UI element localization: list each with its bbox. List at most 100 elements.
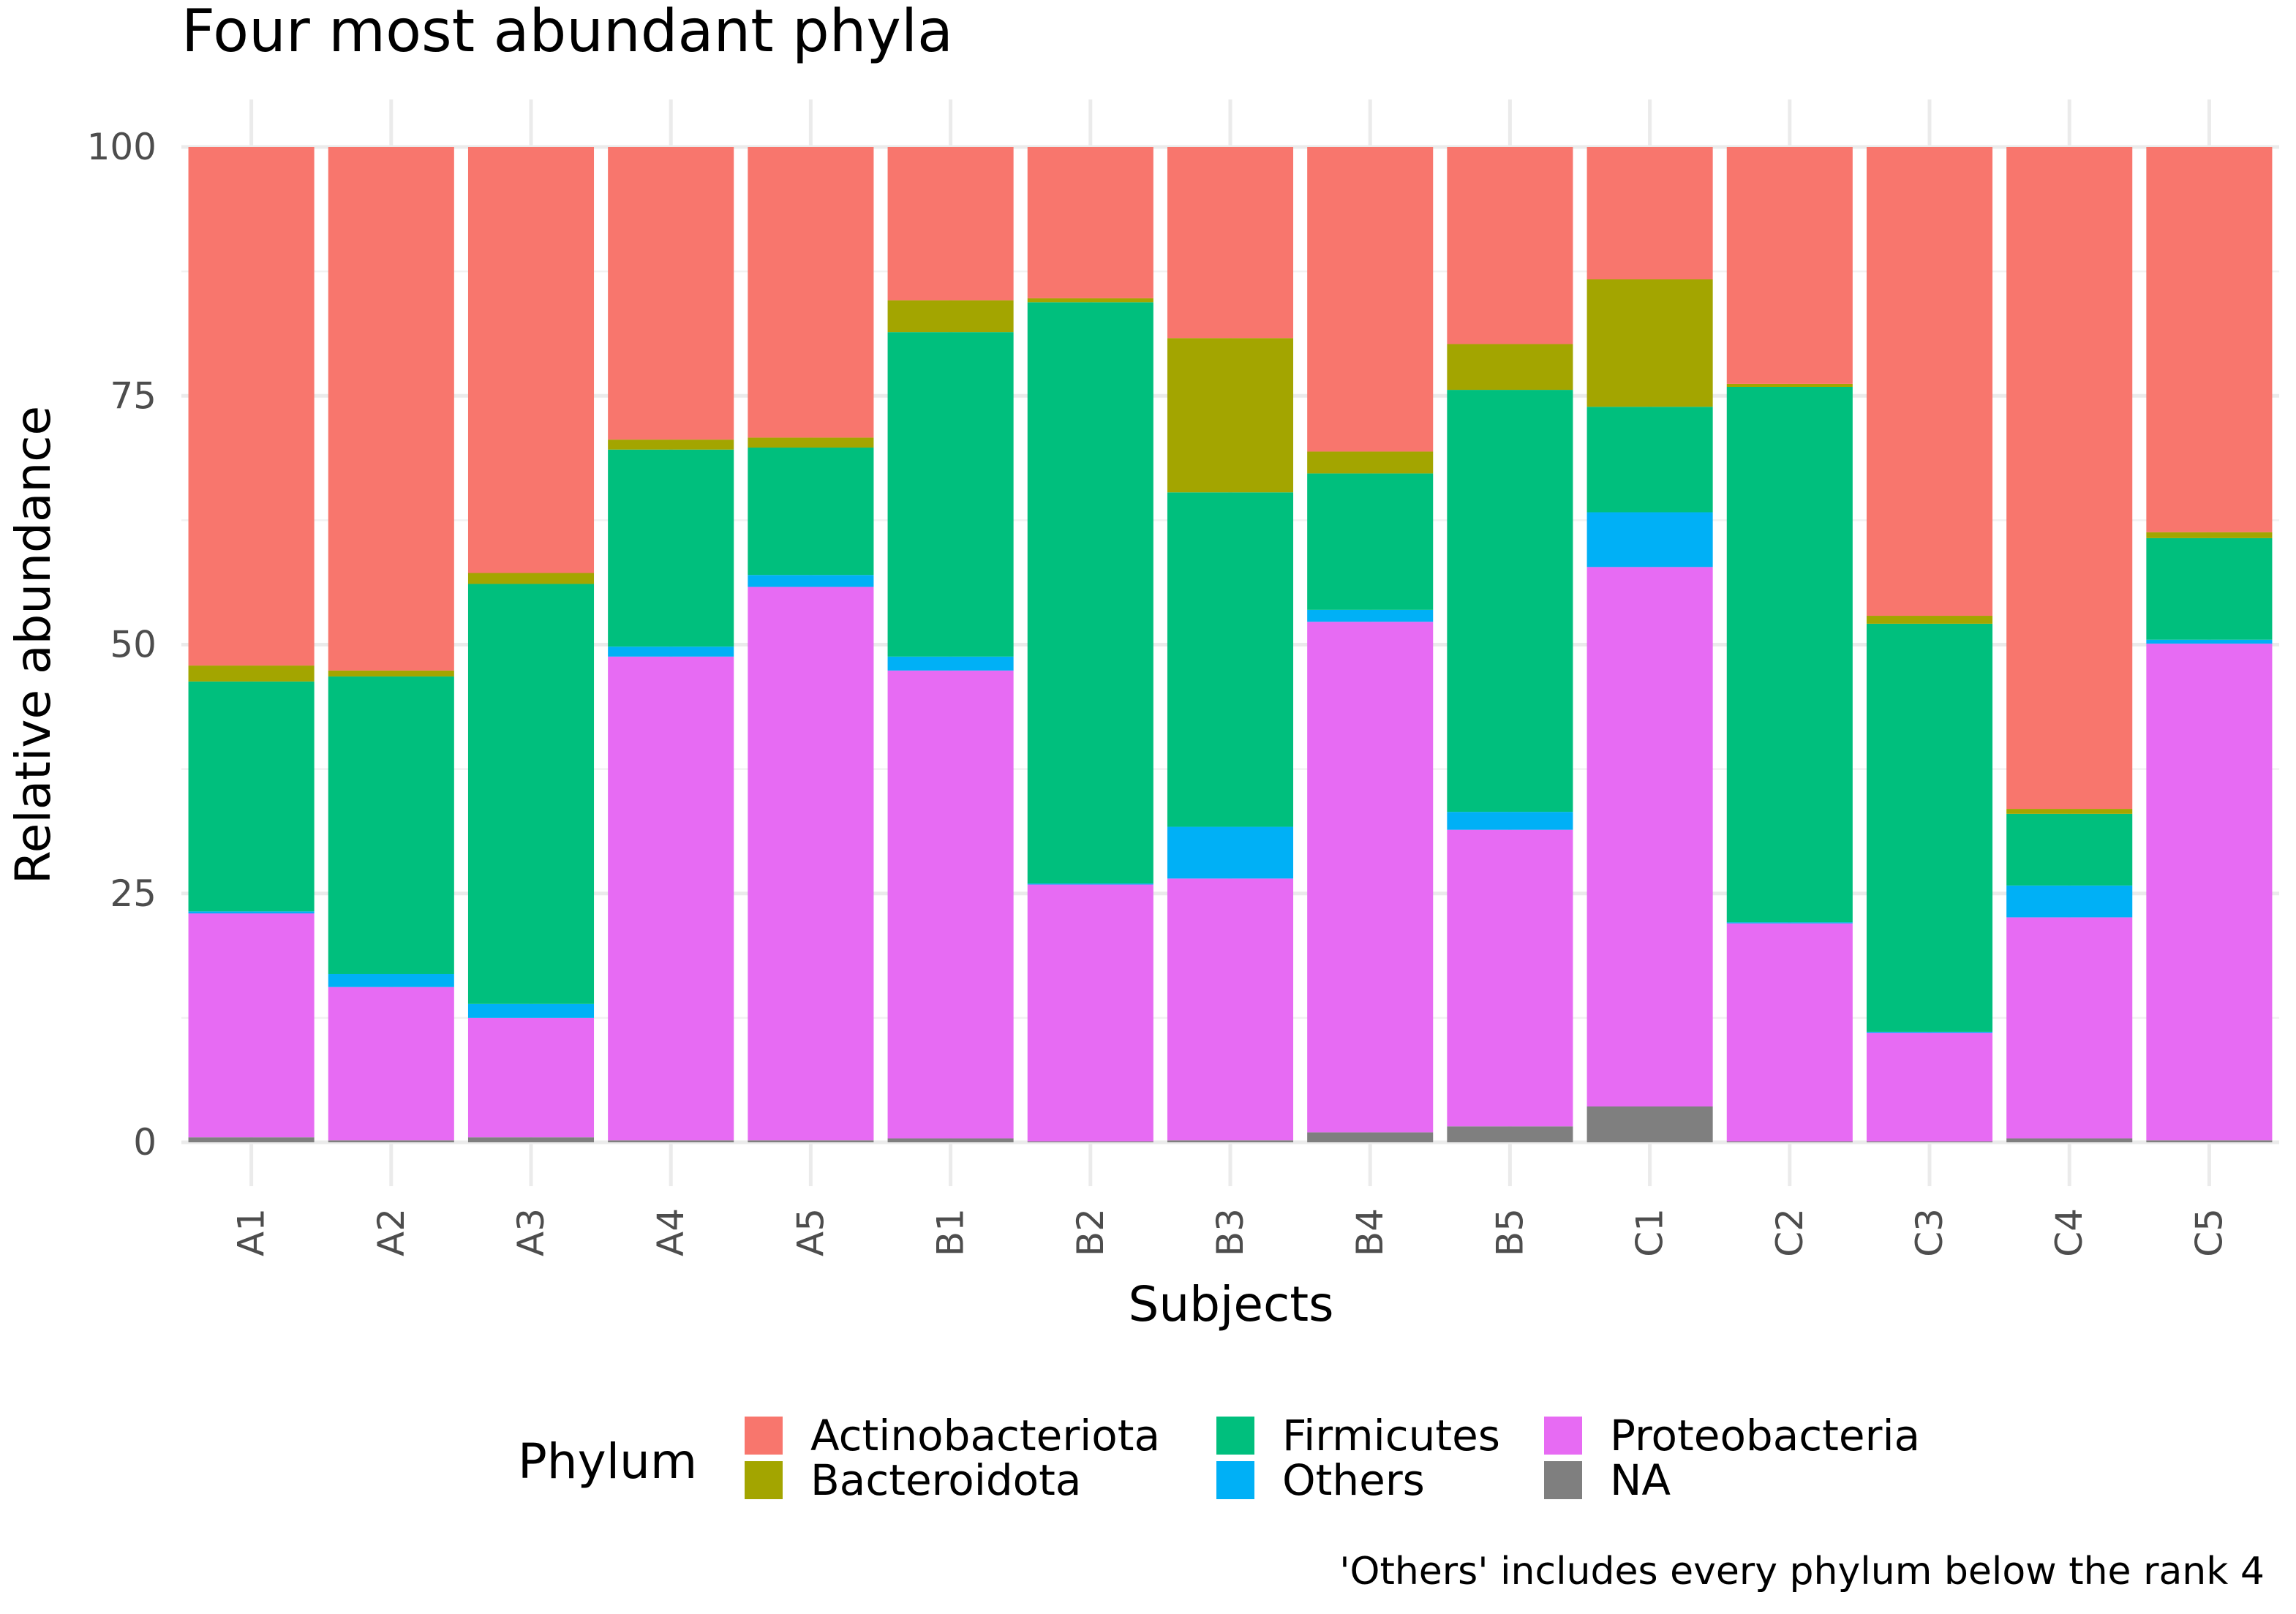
bar-a5-others: [748, 575, 874, 587]
bar-a4-others: [608, 646, 734, 657]
bar-a5-proteobacteria: [748, 587, 874, 1141]
bar-b5-others: [1447, 812, 1573, 830]
bar-c1-bacteroidota: [1587, 279, 1713, 407]
bar-c3-actinobacteriota: [1866, 147, 1993, 616]
bar-b1-proteobacteria: [887, 670, 1014, 1139]
bar-b4-bacteroidota: [1307, 451, 1434, 474]
x-tick-label: C5: [2188, 1208, 2230, 1257]
bar-b1-firmicutes: [887, 332, 1014, 657]
bar-a2-proteobacteria: [328, 987, 454, 1141]
bar-a2-na: [328, 1140, 454, 1142]
bar-b3-firmicutes: [1167, 492, 1294, 827]
bar-a3-bacteroidota: [467, 573, 595, 584]
bar-c2-actinobacteriota: [1726, 147, 1853, 384]
bar-a4-firmicutes: [608, 449, 734, 647]
bar-c3-bacteroidota: [1866, 616, 1993, 624]
bar-a2-actinobacteriota: [328, 147, 454, 671]
bar-a1-proteobacteria: [188, 913, 315, 1138]
legend-label-actinobacteriota: Actinobacteriota: [810, 1411, 1160, 1460]
bar-b3-others: [1167, 826, 1294, 879]
legend-key-others: [1216, 1461, 1254, 1499]
bar-c4-bacteroidota: [2006, 809, 2133, 814]
legend-label-proteobacteria: Proteobacteria: [1610, 1411, 1920, 1460]
bar-c5-na: [2146, 1140, 2273, 1142]
bar-a3-firmicutes: [467, 584, 595, 1004]
bar-b1-na: [887, 1138, 1014, 1142]
bar-c4-na: [2006, 1138, 2133, 1142]
bar-c5-others: [2146, 639, 2273, 644]
bar-b3-actinobacteriota: [1167, 147, 1294, 339]
x-tick-label: B5: [1488, 1208, 1531, 1256]
bar-b5-firmicutes: [1447, 390, 1573, 812]
bar-b3-bacteroidota: [1167, 338, 1294, 493]
legend-key-na: [1544, 1461, 1582, 1499]
bar-c1-others: [1587, 512, 1713, 567]
legend-key-bacteroidota: [745, 1461, 783, 1499]
bar-b3-proteobacteria: [1167, 878, 1294, 1141]
bar-a4-actinobacteriota: [608, 147, 734, 440]
x-tick-label: C4: [2048, 1208, 2090, 1257]
bar-c1-proteobacteria: [1587, 567, 1713, 1107]
bar-c2-others: [1726, 922, 1853, 924]
x-tick-label: C1: [1629, 1208, 1671, 1257]
y-tick-label: 75: [110, 374, 157, 417]
y-axis-ticks: 0 25 50 75 100: [87, 126, 157, 1164]
bar-c4-firmicutes: [2006, 813, 2133, 886]
bar-c2-firmicutes: [1726, 387, 1853, 923]
bar-a1-firmicutes: [188, 681, 315, 912]
legend-label-na: NA: [1610, 1455, 1671, 1505]
legend-key-firmicutes: [1216, 1417, 1254, 1455]
bar-c2-proteobacteria: [1726, 923, 1853, 1142]
bar-b4-proteobacteria: [1307, 622, 1434, 1133]
bar-b2-proteobacteria: [1027, 884, 1153, 1142]
bar-b3-na: [1167, 1140, 1294, 1142]
bar-b1-others: [887, 656, 1014, 671]
bar-a2-firmicutes: [328, 676, 454, 974]
bar-c1-actinobacteriota: [1587, 147, 1713, 280]
bar-b5-na: [1447, 1126, 1573, 1142]
bar-a5-bacteroidota: [748, 437, 874, 448]
bar-c3-proteobacteria: [1866, 1033, 1993, 1142]
bar-c1-firmicutes: [1587, 407, 1713, 513]
bar-b5-actinobacteriota: [1447, 147, 1573, 344]
bar-a2-bacteroidota: [328, 670, 454, 677]
bar-b4-others: [1307, 609, 1434, 622]
bar-a1-bacteroidota: [188, 665, 315, 682]
x-tick-label: A4: [650, 1208, 692, 1256]
x-tick-label: A5: [789, 1208, 832, 1256]
bar-a3-actinobacteriota: [467, 147, 595, 573]
bar-b2-actinobacteriota: [1027, 147, 1153, 298]
x-tick-label: B1: [930, 1208, 972, 1256]
legend-key-actinobacteriota: [745, 1417, 783, 1455]
chart-title: Four most abundant phyla: [181, 0, 953, 65]
bar-c4-proteobacteria: [2006, 917, 2133, 1139]
bar-a2-others: [328, 973, 454, 987]
legend-label-others: Others: [1282, 1455, 1425, 1505]
y-axis-title: Relative abundance: [5, 406, 61, 884]
bar-c5-firmicutes: [2146, 538, 2273, 640]
bar-c5-actinobacteriota: [2146, 147, 2273, 532]
bar-b4-firmicutes: [1307, 473, 1434, 610]
bar-b2-others: [1027, 883, 1153, 885]
y-tick-label: 100: [87, 126, 157, 168]
bar-b5-proteobacteria: [1447, 829, 1573, 1127]
bar-a5-actinobacteriota: [748, 147, 874, 438]
bar-b1-bacteroidota: [887, 300, 1014, 333]
bar-c3-firmicutes: [1866, 623, 1993, 1032]
x-tick-label: B4: [1349, 1208, 1391, 1256]
bar-b2-firmicutes: [1027, 302, 1153, 884]
legend-label-bacteroidota: Bacteroidota: [810, 1455, 1081, 1505]
bar-a1-actinobacteriota: [188, 147, 315, 666]
x-tick-label: A2: [370, 1208, 413, 1256]
bar-c4-others: [2006, 885, 2133, 918]
legend-label-firmicutes: Firmicutes: [1282, 1411, 1500, 1460]
y-tick-label: 50: [110, 624, 157, 666]
bar-c2-bacteroidota: [1726, 383, 1853, 388]
bar-c5-bacteroidota: [2146, 532, 2273, 538]
bar-b4-actinobacteriota: [1307, 147, 1434, 452]
bars: [188, 147, 2273, 1142]
bar-a3-others: [467, 1003, 595, 1018]
bar-a5-firmicutes: [748, 448, 874, 576]
